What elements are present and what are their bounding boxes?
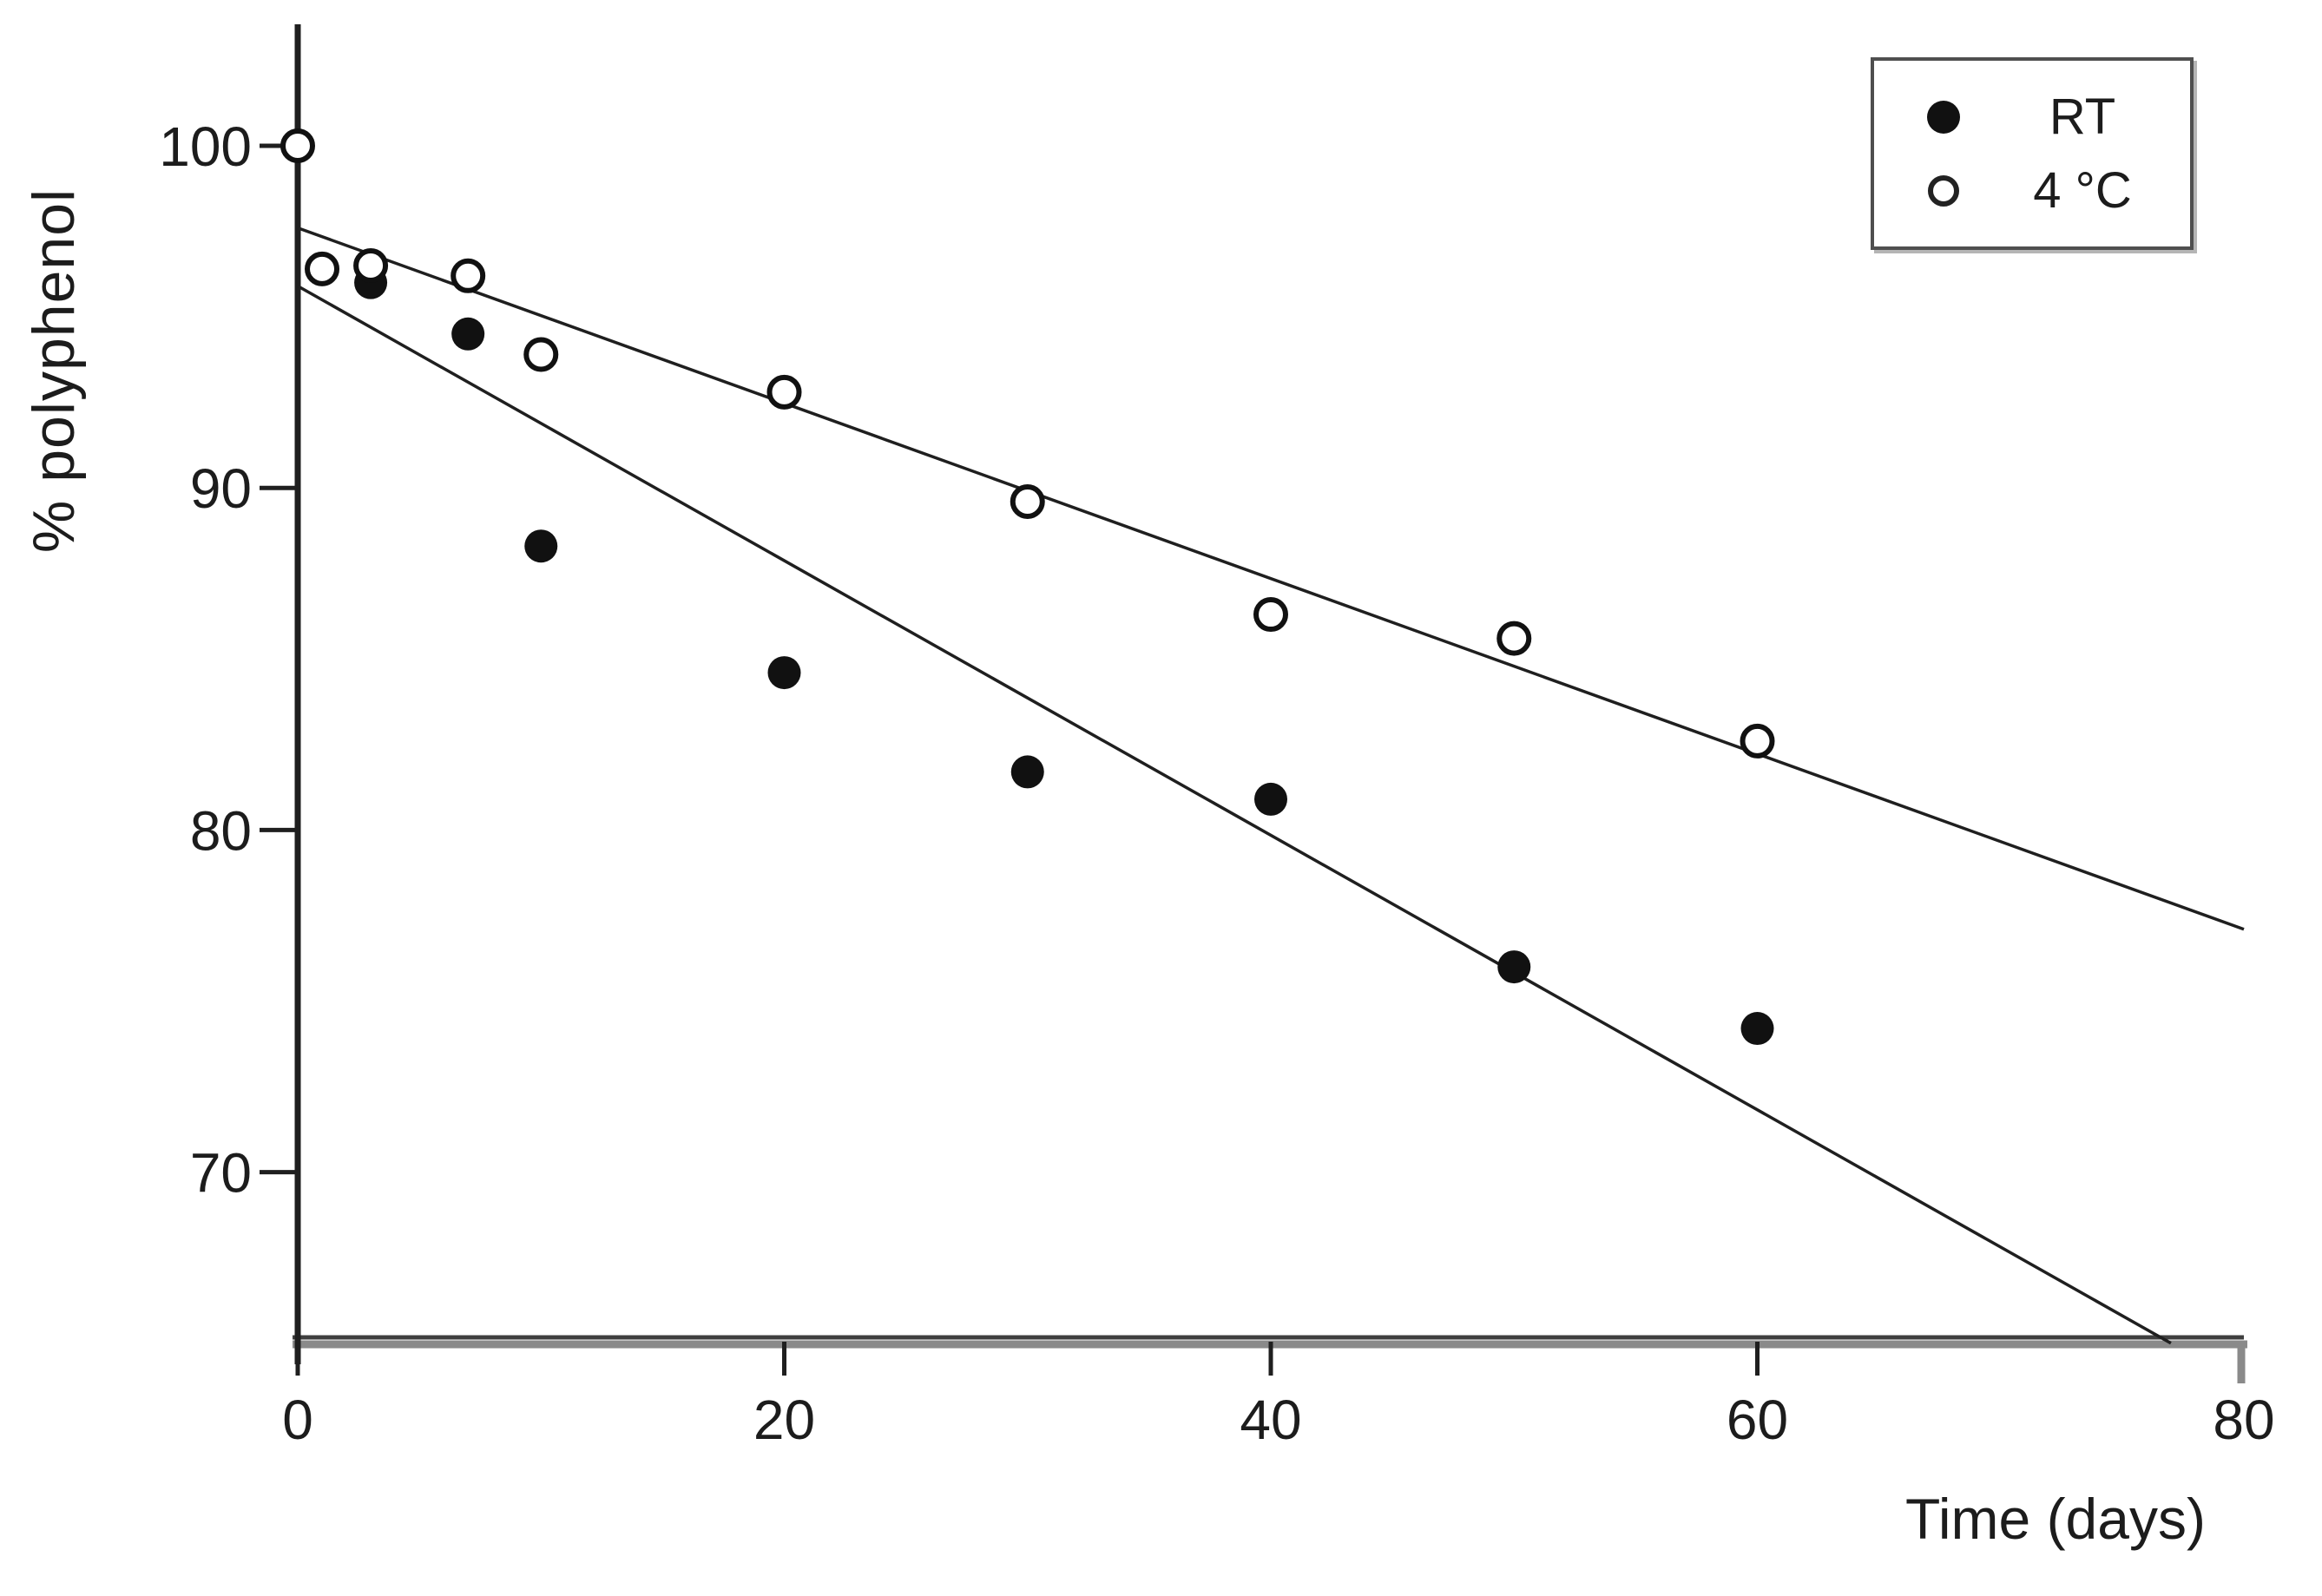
legend-item-4c: 4 °C	[1874, 161, 2190, 220]
y-tick-label: 80	[190, 799, 252, 862]
x-tick-label: 80	[2213, 1389, 2274, 1451]
data-point-4c	[1010, 483, 1045, 519]
data-point-4c	[766, 374, 802, 410]
data-point-4c	[1496, 621, 1532, 656]
data-point-4c	[353, 247, 389, 283]
x-tick-label: 60	[1727, 1389, 1788, 1451]
data-point-4c	[280, 128, 315, 163]
data-point-rt	[451, 317, 485, 351]
legend-label-rt: RT	[2049, 89, 2116, 145]
filled-circle-icon	[1927, 100, 1960, 134]
trendline-rt	[297, 285, 2172, 1345]
x-tick-label: 20	[753, 1389, 815, 1451]
y-tick-label: 70	[190, 1142, 252, 1205]
data-point-4c	[1253, 597, 1288, 633]
data-point-4c	[451, 258, 486, 293]
data-point-rt	[1740, 1012, 1774, 1046]
data-point-4c	[1740, 723, 1775, 759]
legend-item-rt: RT	[1874, 88, 2190, 146]
data-point-rt	[767, 656, 801, 690]
open-circle-icon	[1928, 174, 1959, 207]
y-tick-label: 100	[159, 115, 252, 178]
x-tick-label: 0	[282, 1389, 313, 1451]
trendline-4c	[297, 226, 2245, 931]
data-point-rt	[1010, 755, 1044, 789]
data-point-4c	[523, 337, 559, 372]
data-point-rt	[1497, 950, 1531, 984]
x-tick-label: 40	[1240, 1389, 1301, 1451]
data-point-rt	[1254, 782, 1287, 816]
y-tick-label: 90	[190, 457, 252, 520]
data-point-4c	[305, 251, 340, 286]
y-axis-title: % polyphenol	[21, 187, 87, 554]
legend: RT 4 °C	[1871, 57, 2194, 250]
legend-label-4c: 4 °C	[2033, 162, 2132, 219]
x-axis-title: Time (days)	[1905, 1487, 2206, 1551]
data-point-rt	[524, 529, 558, 563]
